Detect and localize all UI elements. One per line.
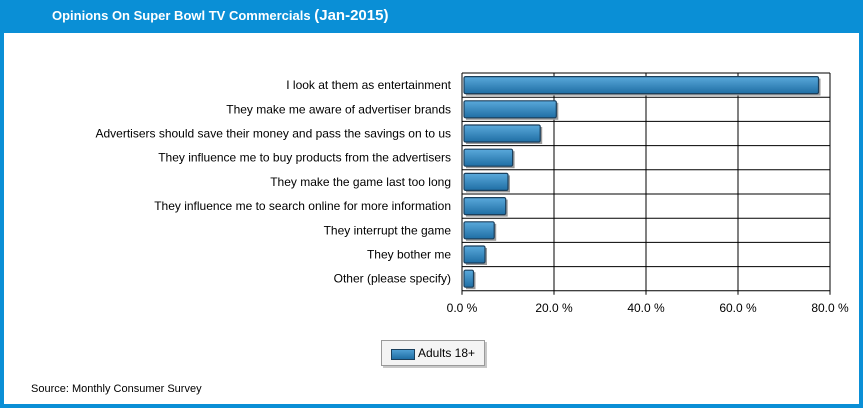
legend-label: Adults 18+: [418, 346, 476, 360]
bar: [463, 100, 557, 119]
bar: [463, 148, 514, 167]
bar: [463, 269, 475, 288]
bar: [463, 245, 486, 264]
category-label: They make me aware of advertiser brands: [226, 102, 451, 116]
x-tick-label: 20.0 %: [535, 301, 573, 315]
x-tick-label: 0.0 %: [447, 301, 478, 315]
category-label: Advertisers should save their money and …: [95, 127, 451, 141]
x-tick-label: 40.0 %: [627, 301, 665, 315]
category-label: Other (please specify): [334, 272, 451, 286]
chart-title: Opinions On Super Bowl TV Commercials (J…: [52, 7, 388, 24]
bar-chart: 0.0 % 20.0 % 40.0 % 60.0 % 80.0 % I look at t…: [95, 72, 849, 315]
title-main: Opinions On Super Bowl TV Commercials: [52, 8, 311, 23]
bar: [463, 124, 541, 143]
category-label: They bother me: [367, 248, 451, 262]
bar: [463, 221, 495, 240]
legend: Adults 18+: [381, 340, 485, 366]
x-tick-label: 60.0 %: [719, 301, 757, 315]
title-date: (Jan-2015): [314, 7, 389, 24]
x-tick-label: 80.0 %: [811, 301, 849, 315]
bar: [463, 197, 507, 216]
category-label: They influence me to search online for m…: [154, 199, 451, 213]
bar: [463, 75, 820, 95]
legend-swatch-adults-18: [391, 349, 415, 360]
category-label: They influence me to buy products from t…: [158, 151, 451, 165]
category-label: They interrupt the game: [324, 223, 452, 237]
title-bar: Opinions On Super Bowl TV Commercials (J…: [0, 0, 863, 33]
category-label: They make the game last too long: [270, 175, 451, 189]
source-note: Source: Monthly Consumer Survey: [31, 383, 202, 395]
category-label: I look at them as entertainment: [286, 78, 451, 92]
bar: [463, 172, 509, 191]
